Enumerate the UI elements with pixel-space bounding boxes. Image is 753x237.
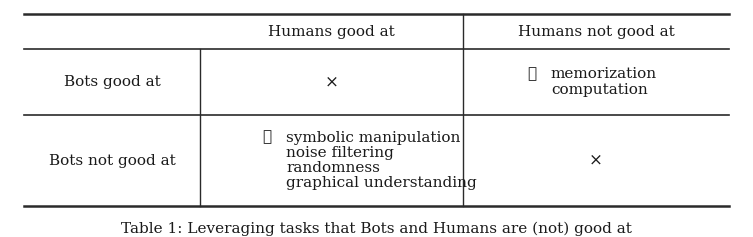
Text: Humans good at: Humans good at [268, 25, 395, 39]
Text: Table 1: Leveraging tasks that Bots and Humans are (not) good at: Table 1: Leveraging tasks that Bots and … [121, 222, 632, 236]
Text: ×: × [325, 73, 338, 91]
Text: symbolic manipulation: symbolic manipulation [286, 131, 461, 145]
Text: ✓: ✓ [527, 67, 536, 82]
Text: computation: computation [551, 83, 648, 97]
Text: noise filtering: noise filtering [286, 146, 395, 160]
Text: ✓: ✓ [262, 131, 272, 145]
Text: randomness: randomness [286, 161, 380, 175]
Text: memorization: memorization [551, 67, 657, 82]
Text: ×: × [589, 152, 603, 169]
Text: Bots good at: Bots good at [64, 75, 160, 89]
Text: Bots not good at: Bots not good at [49, 154, 175, 168]
Text: graphical understanding: graphical understanding [286, 176, 477, 190]
Text: Humans not good at: Humans not good at [517, 25, 675, 39]
